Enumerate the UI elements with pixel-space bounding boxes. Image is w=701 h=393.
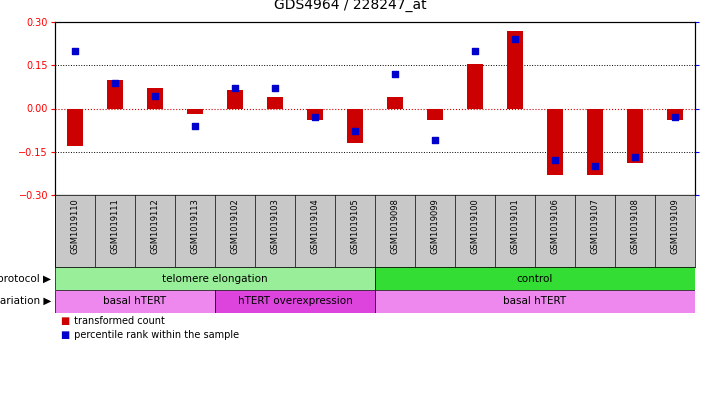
Bar [627, 108, 643, 163]
Text: hTERT overexpression: hTERT overexpression [238, 296, 353, 307]
Bar [587, 108, 603, 175]
Bar [387, 97, 403, 108]
Text: GSM1019105: GSM1019105 [350, 198, 360, 254]
Text: ■: ■ [60, 330, 69, 340]
Bar [107, 80, 123, 108]
Point [669, 114, 681, 120]
Point [349, 128, 360, 134]
Point [550, 157, 561, 163]
Text: GSM1019106: GSM1019106 [550, 198, 559, 255]
Bar [375, 290, 695, 313]
Text: GDS4964 / 228247_at: GDS4964 / 228247_at [274, 0, 427, 12]
Point [590, 162, 601, 169]
Text: basal hTERT: basal hTERT [503, 296, 566, 307]
Text: telomere elongation: telomere elongation [162, 274, 268, 283]
Bar [427, 108, 443, 120]
Text: basal hTERT: basal hTERT [104, 296, 167, 307]
Bar [375, 267, 695, 290]
Text: GSM1019110: GSM1019110 [71, 198, 79, 254]
Point [430, 136, 441, 143]
Point [269, 84, 280, 91]
Bar [55, 290, 215, 313]
Point [189, 123, 200, 129]
Point [470, 48, 481, 55]
Text: GSM1019107: GSM1019107 [590, 198, 599, 255]
Text: protocol ▶: protocol ▶ [0, 274, 51, 283]
Bar [147, 88, 163, 108]
Text: GSM1019109: GSM1019109 [670, 198, 679, 254]
Text: percentile rank within the sample: percentile rank within the sample [71, 330, 238, 340]
Bar [187, 108, 203, 114]
Text: GSM1019108: GSM1019108 [630, 198, 639, 255]
Point [510, 36, 521, 42]
Bar [347, 108, 363, 143]
Point [629, 154, 641, 160]
Bar [67, 108, 83, 146]
Text: GSM1019113: GSM1019113 [191, 198, 200, 255]
Text: GSM1019111: GSM1019111 [111, 198, 119, 254]
Point [109, 79, 121, 86]
Bar [547, 108, 563, 175]
Text: ■: ■ [60, 316, 69, 326]
Text: GSM1019112: GSM1019112 [151, 198, 160, 254]
Text: transformed count: transformed count [71, 316, 165, 326]
Text: GSM1019103: GSM1019103 [271, 198, 280, 255]
Text: GSM1019099: GSM1019099 [430, 198, 440, 254]
Point [389, 71, 400, 77]
Bar [55, 267, 375, 290]
Bar [467, 64, 483, 108]
Text: control: control [517, 274, 553, 283]
Text: GSM1019104: GSM1019104 [311, 198, 320, 254]
Point [69, 48, 81, 55]
Text: GSM1019101: GSM1019101 [510, 198, 519, 254]
Point [229, 84, 240, 91]
Bar [507, 31, 523, 108]
Text: GSM1019102: GSM1019102 [231, 198, 240, 254]
Bar [307, 108, 323, 120]
Text: genotype/variation ▶: genotype/variation ▶ [0, 296, 51, 307]
Point [149, 93, 161, 99]
Text: GSM1019098: GSM1019098 [390, 198, 400, 255]
Point [309, 114, 320, 120]
Bar [667, 108, 683, 120]
Bar [215, 290, 375, 313]
Bar [227, 90, 243, 108]
Bar [267, 97, 283, 108]
Text: GSM1019100: GSM1019100 [470, 198, 479, 254]
